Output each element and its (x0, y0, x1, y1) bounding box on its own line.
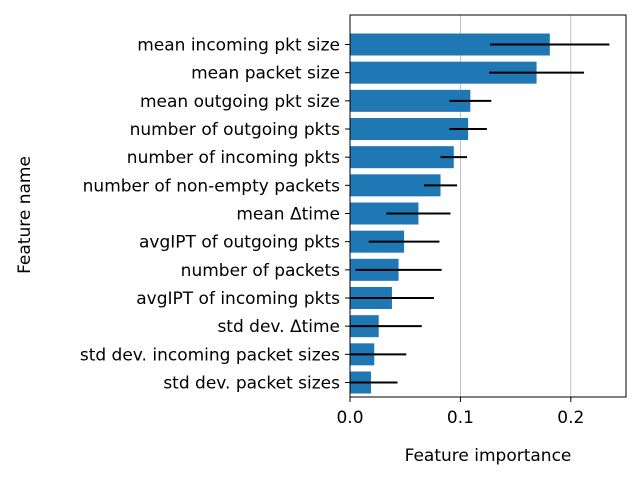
x-tick-label: 0.1 (447, 408, 474, 428)
x-tick-label: 0.0 (336, 408, 363, 428)
y-axis-title: Feature name (15, 156, 35, 274)
y-tick-label: mean outgoing pkt size (140, 92, 340, 112)
bar (350, 33, 550, 56)
bar (350, 174, 441, 197)
y-tick-label: std dev. packet sizes (163, 374, 340, 394)
y-tick-label: std dev. incoming packet sizes (80, 345, 340, 365)
plot-frame (349, 14, 627, 398)
y-tick-label: mean packet size (191, 64, 340, 84)
y-tick-label: number of outgoing pkts (130, 120, 341, 140)
bar (350, 146, 454, 169)
errorbar-layer (350, 43, 610, 384)
y-tick-layer: mean incoming pkt size mean packet size me… (80, 36, 350, 394)
bar (350, 118, 469, 140)
y-tick-label: number of packets (181, 261, 340, 281)
bar (350, 89, 471, 112)
bar (350, 202, 419, 225)
x-tick-label: 0.2 (557, 408, 584, 428)
y-tick-label: mean incoming pkt size (137, 36, 340, 56)
y-tick-label: avgIPT of outgoing pkts (139, 233, 340, 253)
y-tick-label: std dev. Δtime (217, 317, 340, 337)
x-axis-title: Feature importance (405, 446, 572, 466)
bar (350, 61, 537, 84)
y-tick-label: avgIPT of incoming pkts (136, 289, 340, 309)
y-tick-label: number of non-empty packets (83, 176, 340, 196)
x-tick-layer: 0.0 0.1 0.2 (336, 397, 584, 428)
y-tick-label: mean Δtime (236, 205, 340, 225)
y-tick-label: number of incoming pkts (127, 148, 340, 168)
